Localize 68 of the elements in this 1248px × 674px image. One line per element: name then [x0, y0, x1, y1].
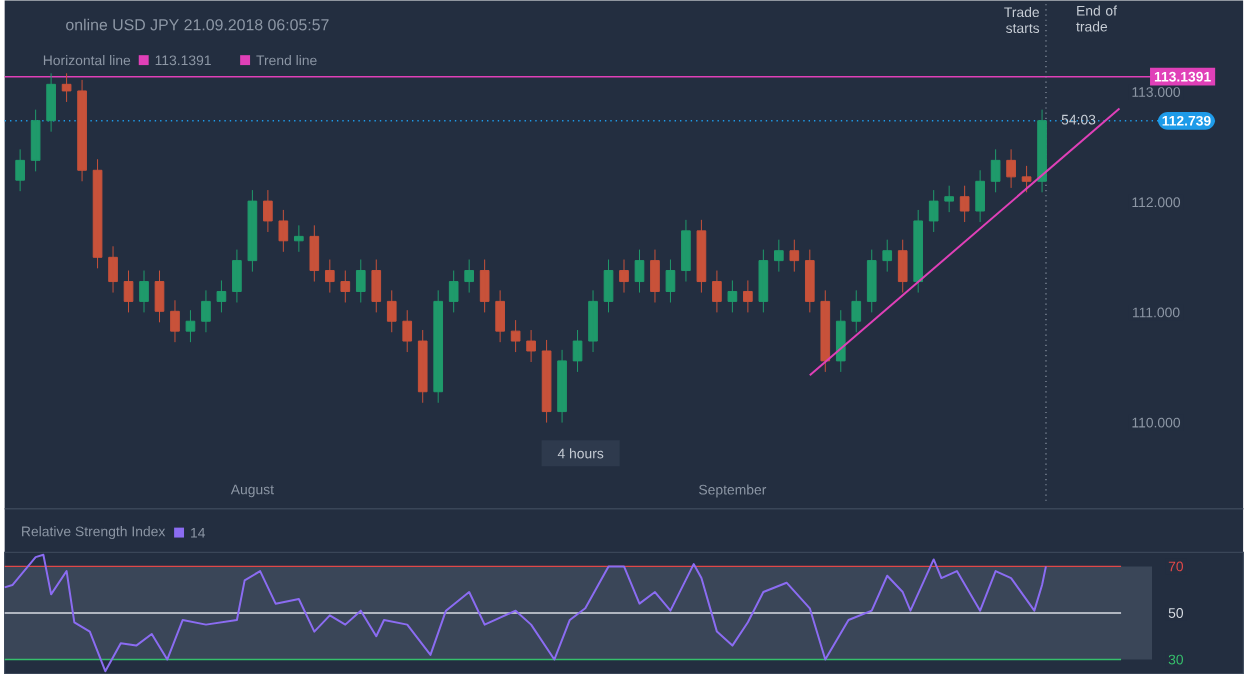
candlestick	[15, 148, 25, 192]
candlestick	[681, 219, 691, 282]
candlestick	[820, 289, 831, 373]
candlestick	[309, 224, 320, 282]
candlestick	[92, 158, 103, 269]
candlestick	[30, 109, 41, 172]
candlestick	[572, 329, 583, 373]
candlestick	[804, 249, 815, 313]
candlestick	[510, 319, 521, 353]
candlestick	[835, 309, 846, 373]
candlestick	[61, 72, 72, 103]
candlestick	[928, 189, 939, 233]
candlestick	[634, 249, 645, 294]
candlestick	[526, 329, 536, 363]
candlestick	[882, 239, 893, 273]
candlestick	[913, 209, 924, 294]
candlestick	[758, 249, 769, 313]
candlestick	[417, 329, 428, 404]
candlestick	[774, 239, 784, 273]
candlestick	[1006, 148, 1016, 189]
candlestick	[727, 279, 738, 313]
candlestick	[851, 289, 862, 333]
candlestick	[402, 309, 413, 353]
candlestick	[944, 185, 954, 213]
candlestick	[263, 189, 273, 233]
candlestick	[897, 239, 908, 294]
candlestick	[170, 299, 180, 343]
candlestick	[77, 79, 87, 182]
candlestick	[185, 309, 196, 343]
candlestick	[479, 258, 490, 313]
candlestick	[619, 258, 629, 294]
candlestick	[123, 269, 134, 313]
candlestick	[216, 279, 227, 313]
candlestick	[495, 289, 505, 343]
candlestick	[448, 269, 459, 313]
candlestick	[696, 219, 707, 294]
candlestick	[588, 289, 598, 353]
candlestick	[557, 349, 567, 424]
candlestick	[46, 72, 56, 133]
candlestick	[464, 258, 474, 294]
candlestick	[294, 224, 304, 253]
candlestick	[232, 249, 242, 303]
candlestick	[1037, 109, 1047, 193]
candlestick	[665, 258, 676, 303]
candlestick	[247, 189, 258, 273]
candlestick	[789, 239, 800, 273]
candlestick	[139, 269, 149, 313]
candlestick	[386, 289, 397, 333]
line-series	[3, 553, 1047, 673]
candlestick	[433, 289, 444, 404]
candlestick	[959, 185, 970, 223]
candlestick	[1021, 165, 1032, 193]
candlestick	[371, 258, 382, 313]
candlestick	[541, 339, 552, 424]
candlestick	[201, 289, 211, 333]
candlestick	[975, 169, 985, 223]
candlestick	[154, 269, 165, 323]
candlestick	[355, 258, 366, 303]
candlestick	[712, 269, 722, 313]
candlestick	[324, 258, 335, 294]
candlestick	[650, 249, 660, 303]
candlestick	[603, 258, 614, 313]
candlestick	[278, 209, 289, 253]
candlestick	[743, 279, 753, 313]
candlestick	[340, 269, 351, 303]
candlestick	[990, 148, 1001, 193]
candlestick	[866, 249, 877, 313]
candlestick	[108, 245, 118, 294]
